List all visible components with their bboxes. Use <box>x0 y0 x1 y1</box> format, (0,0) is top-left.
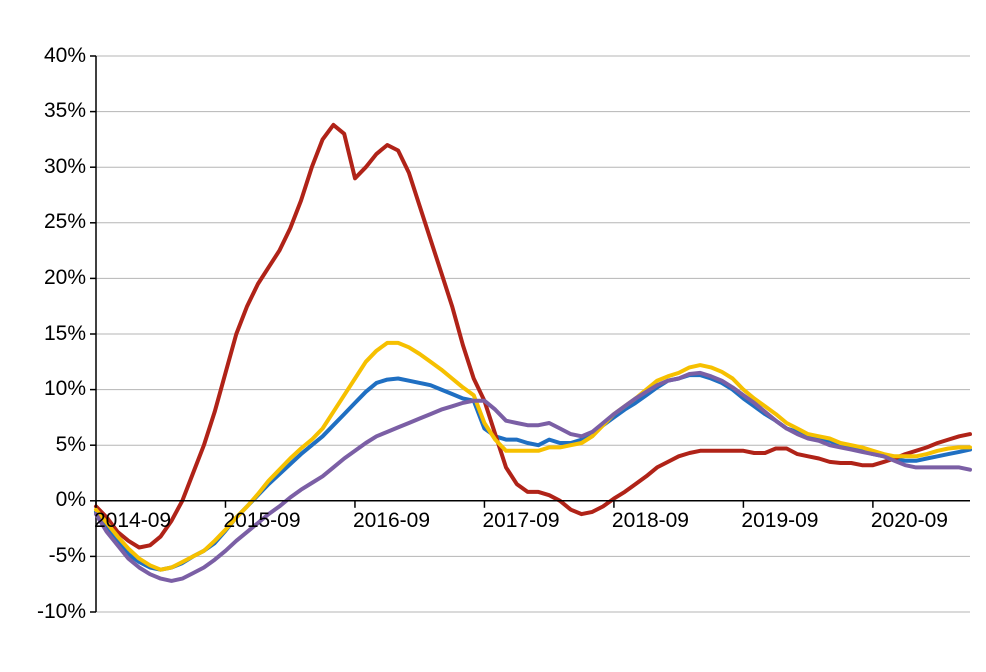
y-tick-label: 0% <box>56 488 86 512</box>
x-tick-label: 2019-09 <box>741 509 818 533</box>
y-tick-label: 15% <box>44 322 86 346</box>
y-tick-label: 20% <box>44 266 86 290</box>
x-tick-label: 2015-09 <box>223 509 300 533</box>
x-tick-label: 2014-09 <box>94 509 171 533</box>
chart-plot-area <box>0 0 986 672</box>
y-tick-label: -5% <box>49 544 86 568</box>
y-tick-label: 10% <box>44 377 86 401</box>
y-tick-label: 35% <box>44 99 86 123</box>
y-tick-label: 40% <box>44 44 86 68</box>
x-tick-label: 2017-09 <box>482 509 559 533</box>
y-tick-label: 25% <box>44 210 86 234</box>
y-tick-label: 5% <box>56 433 86 457</box>
line-chart: 70城总计一线城市二线城市三线城市 -10%-5%0%5%10%15%20%25… <box>0 0 986 672</box>
x-tick-label: 2018-09 <box>612 509 689 533</box>
x-tick-label: 2016-09 <box>353 509 430 533</box>
y-tick-label: 30% <box>44 155 86 179</box>
y-tick-label: -10% <box>37 600 86 624</box>
x-tick-label: 2020-09 <box>871 509 948 533</box>
